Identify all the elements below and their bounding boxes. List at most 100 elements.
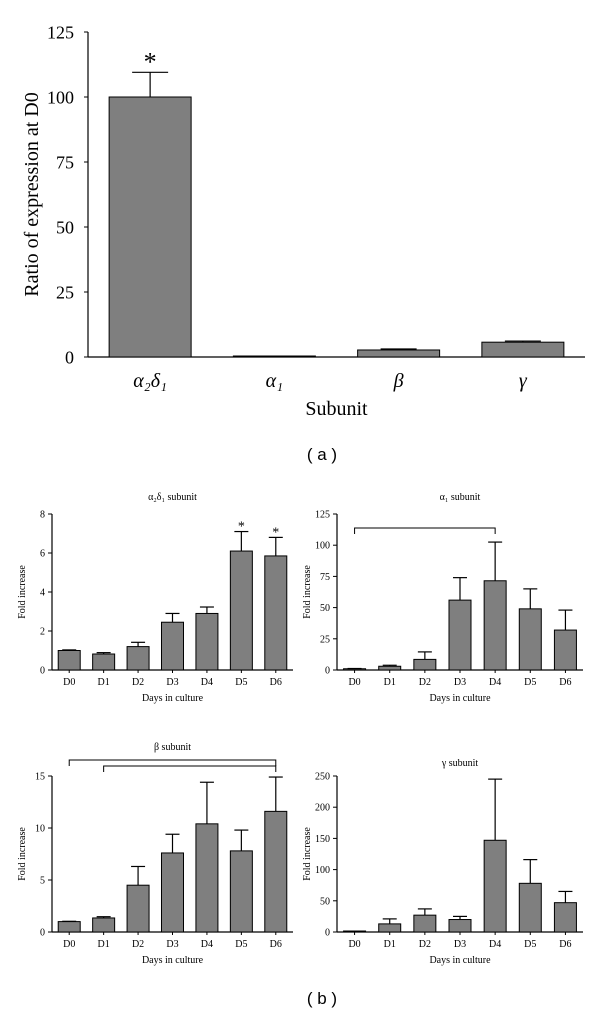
y-tick-label: 100 xyxy=(47,87,74,107)
x-axis-label: Days in culture xyxy=(429,693,491,704)
y-tick-label: 10 xyxy=(35,824,45,835)
x-tick-label: D4 xyxy=(201,677,213,688)
y-tick-label: 2 xyxy=(40,627,45,638)
bar xyxy=(481,341,565,358)
y-tick-label: 4 xyxy=(40,588,45,599)
x-tick-label: α₁ xyxy=(266,370,283,392)
x-tick-label: D3 xyxy=(166,677,178,688)
panel-label-b: ( b ) xyxy=(307,989,337,1008)
x-tick-label: D5 xyxy=(235,677,247,688)
x-tick-label: D2 xyxy=(419,939,431,950)
y-axis-label: Fold increase xyxy=(302,565,313,619)
y-tick-label: 200 xyxy=(315,803,330,814)
y-tick-label: 50 xyxy=(320,603,330,614)
bar xyxy=(413,914,437,933)
y-tick-label: 50 xyxy=(320,896,330,907)
x-tick-label: D5 xyxy=(524,677,536,688)
chart-gamma-subunit: 0 50 100 150 200 250 D0 D1 D2 D3 D4 D5 D6 γ subunit Da… xyxy=(302,758,583,966)
x-tick-label: D1 xyxy=(384,939,396,950)
x-tick-label: D1 xyxy=(384,677,396,688)
x-tick-label: D6 xyxy=(559,677,571,688)
bar xyxy=(448,599,472,671)
x-axis-label: Days in culture xyxy=(142,955,204,966)
x-tick-label: D0 xyxy=(348,939,360,950)
y-axis-label: Fold increase xyxy=(302,827,313,881)
bar xyxy=(553,902,577,933)
y-tick-label: 100 xyxy=(315,865,330,876)
y-tick-label: 5 xyxy=(40,876,45,887)
panel-label-a: ( a ) xyxy=(307,445,337,464)
y-tick-label: 75 xyxy=(320,572,330,583)
x-axis-label: Subunit xyxy=(305,398,368,420)
comparison-bracket xyxy=(103,765,277,772)
x-tick-label: D0 xyxy=(63,677,75,688)
x-tick-label: D0 xyxy=(63,939,75,950)
y-tick-label: 25 xyxy=(320,634,330,645)
x-tick-label: D2 xyxy=(419,677,431,688)
bar xyxy=(264,810,288,933)
bar xyxy=(126,884,150,933)
x-axis-label: Days in culture xyxy=(429,955,491,966)
bar xyxy=(518,608,542,671)
comparison-bracket xyxy=(354,527,496,534)
y-tick-label: 150 xyxy=(315,834,330,845)
significance-asterisk: * xyxy=(144,47,157,76)
y-tick-label: 0 xyxy=(65,347,74,367)
x-tick-label: D4 xyxy=(489,677,501,688)
x-tick-label: D6 xyxy=(559,939,571,950)
bar xyxy=(195,612,219,671)
bar xyxy=(378,665,402,671)
bar xyxy=(92,653,116,671)
x-tick-label: D4 xyxy=(489,939,501,950)
chart-a1-subunit: 0 25 50 75 100 125 D0 D1 D2 D3 D4 D5 D6 α₁ subunit Day… xyxy=(302,492,583,704)
x-tick-label: D5 xyxy=(524,939,536,950)
bar xyxy=(108,96,192,358)
x-tick-label: D3 xyxy=(454,939,466,950)
bar xyxy=(448,919,472,933)
x-tick-label: D6 xyxy=(270,939,282,950)
bar xyxy=(161,621,184,671)
y-tick-label: 250 xyxy=(315,772,330,783)
x-tick-label: D2 xyxy=(132,939,144,950)
x-tick-label: D6 xyxy=(270,677,282,688)
bar xyxy=(57,650,81,671)
bar xyxy=(229,850,253,933)
x-tick-label: D1 xyxy=(98,677,110,688)
x-tick-label: D0 xyxy=(348,677,360,688)
y-tick-label: 0 xyxy=(40,928,45,939)
x-tick-label: D2 xyxy=(132,677,144,688)
bar xyxy=(483,839,507,933)
x-tick-label: β xyxy=(393,370,404,392)
y-tick-label: 6 xyxy=(40,549,45,560)
chart-subunit-expression: 0 25 50 75 100 125 α₂δ₁ α₁ β γ * Subunit Ratio of ex… xyxy=(21,22,585,420)
y-tick-label: 125 xyxy=(47,22,74,42)
significance-asterisk: * xyxy=(272,525,279,540)
bar xyxy=(264,555,288,671)
x-axis-label: Days in culture xyxy=(142,693,204,704)
bar xyxy=(413,658,437,671)
y-tick-label: 8 xyxy=(40,510,45,521)
y-axis-label: Fold increase xyxy=(17,827,28,881)
bar xyxy=(195,823,219,933)
y-tick-label: 0 xyxy=(325,928,330,939)
chart-title: β subunit xyxy=(154,742,191,753)
chart-title: γ subunit xyxy=(441,758,479,769)
x-tick-label: γ xyxy=(519,370,528,392)
y-axis-label: Ratio of expression at D0 xyxy=(21,92,43,296)
bar xyxy=(92,917,116,933)
significance-asterisk: * xyxy=(238,520,245,535)
comparison-bracket xyxy=(68,759,277,766)
bar xyxy=(161,852,184,933)
y-tick-label: 100 xyxy=(315,541,330,552)
y-tick-label: 125 xyxy=(315,510,330,521)
bar xyxy=(357,349,441,358)
bar xyxy=(229,550,253,671)
y-tick-label: 50 xyxy=(56,217,74,237)
y-axis-label: Fold increase xyxy=(17,565,28,619)
chart-beta-subunit: 0 5 10 15 D0 D1 D2 D3 D4 D5 D6 β subunit Days in cul… xyxy=(17,742,293,966)
bar xyxy=(518,882,542,933)
y-tick-label: 25 xyxy=(56,282,74,302)
chart-title: α₁ subunit xyxy=(440,492,481,503)
x-tick-label: D5 xyxy=(235,939,247,950)
